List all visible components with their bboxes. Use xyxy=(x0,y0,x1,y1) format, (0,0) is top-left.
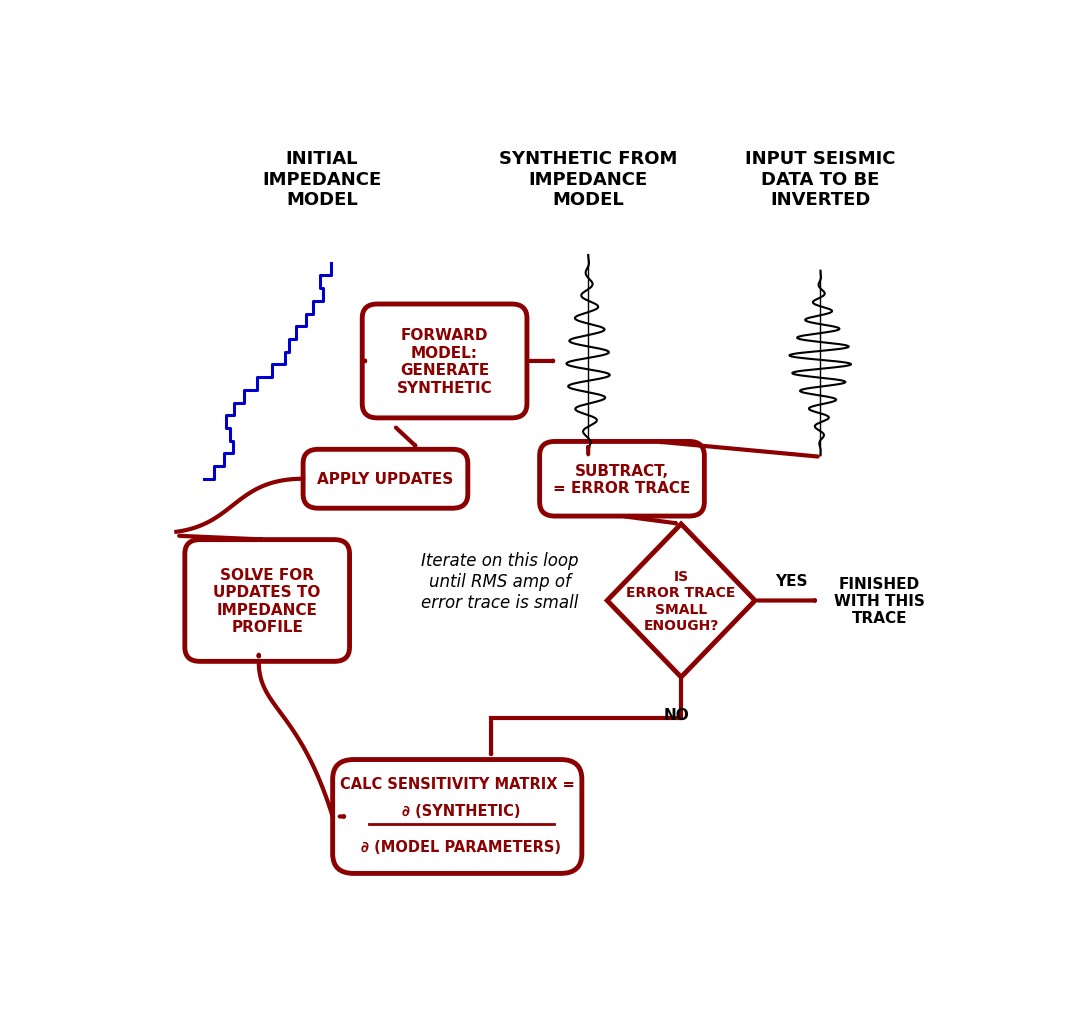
Text: SOLVE FOR
UPDATES TO
IMPEDANCE
PROFILE: SOLVE FOR UPDATES TO IMPEDANCE PROFILE xyxy=(214,568,320,635)
Text: ∂ (MODEL PARAMETERS): ∂ (MODEL PARAMETERS) xyxy=(362,839,561,854)
Text: INITIAL
IMPEDANCE
MODEL: INITIAL IMPEDANCE MODEL xyxy=(263,150,382,209)
FancyBboxPatch shape xyxy=(540,442,704,517)
Text: YES: YES xyxy=(775,574,808,589)
Text: Iterate on this loop
until RMS amp of
error trace is small: Iterate on this loop until RMS amp of er… xyxy=(421,551,578,611)
Text: IS
ERROR TRACE
SMALL
ENOUGH?: IS ERROR TRACE SMALL ENOUGH? xyxy=(627,570,736,632)
FancyBboxPatch shape xyxy=(332,760,582,873)
Text: INPUT SEISMIC
DATA TO BE
INVERTED: INPUT SEISMIC DATA TO BE INVERTED xyxy=(746,150,896,209)
Text: ∂ (SYNTHETIC): ∂ (SYNTHETIC) xyxy=(402,803,521,818)
Text: SUBTRACT,
= ERROR TRACE: SUBTRACT, = ERROR TRACE xyxy=(554,463,691,495)
Text: FORWARD
MODEL:
GENERATE
SYNTHETIC: FORWARD MODEL: GENERATE SYNTHETIC xyxy=(397,328,493,395)
Polygon shape xyxy=(607,525,755,678)
Text: SYNTHETIC FROM
IMPEDANCE
MODEL: SYNTHETIC FROM IMPEDANCE MODEL xyxy=(499,150,677,209)
Text: NO: NO xyxy=(664,707,690,722)
Text: CALC SENSITIVITY MATRIX =: CALC SENSITIVITY MATRIX = xyxy=(340,776,574,791)
Text: APPLY UPDATES: APPLY UPDATES xyxy=(317,472,453,487)
FancyBboxPatch shape xyxy=(185,540,350,661)
Text: FINISHED
WITH THIS
TRACE: FINISHED WITH THIS TRACE xyxy=(834,576,925,626)
FancyBboxPatch shape xyxy=(303,449,468,508)
FancyBboxPatch shape xyxy=(362,305,526,419)
